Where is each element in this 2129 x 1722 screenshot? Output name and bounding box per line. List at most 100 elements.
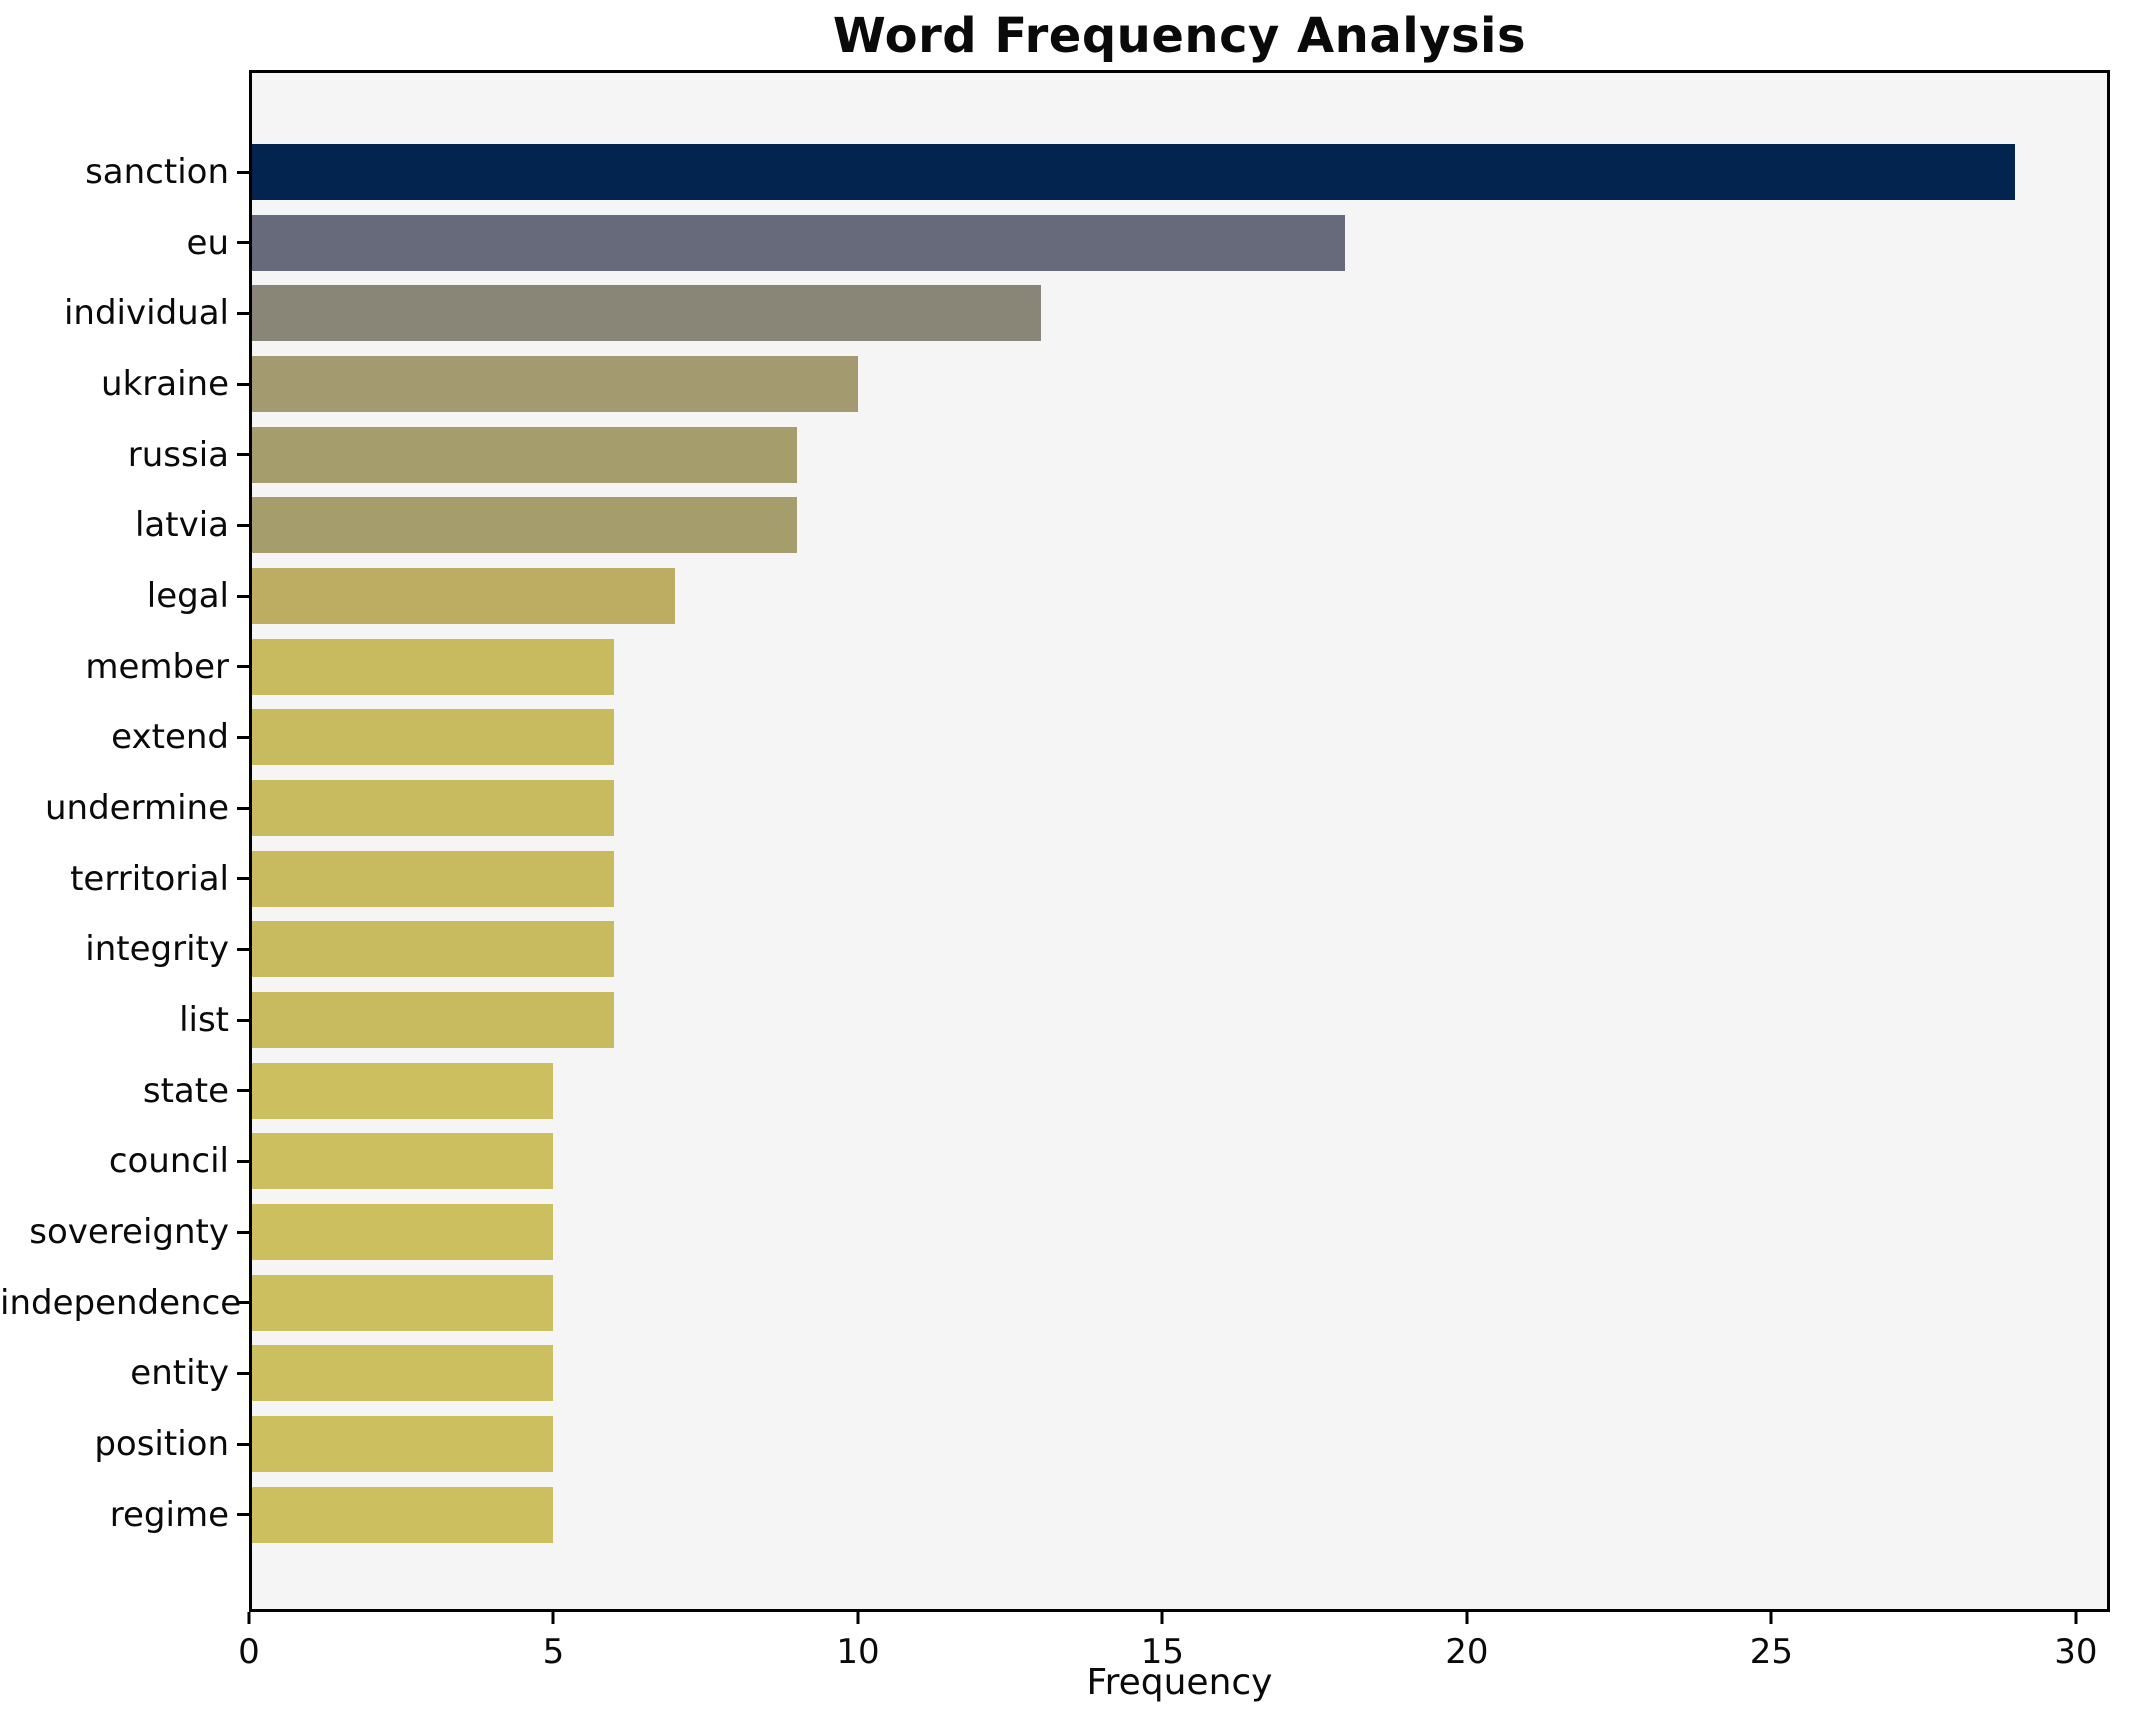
- category-label: latvia: [134, 505, 229, 546]
- x-tick-label: 30: [2054, 1632, 2098, 1672]
- bar-track: [249, 780, 2110, 837]
- bar-track: [249, 214, 2110, 271]
- bar-track: [249, 1133, 2110, 1190]
- bar-track: [249, 144, 2110, 200]
- bar-track: [249, 921, 2110, 978]
- x-tick-label: 15: [1140, 1632, 1185, 1672]
- frequency-bar: [249, 709, 615, 766]
- y-tick: [237, 523, 249, 527]
- y-tick: [237, 311, 249, 315]
- bar-track: [249, 992, 2110, 1049]
- bar-track: [249, 285, 2110, 342]
- frequency-bar: [249, 1204, 554, 1261]
- category-label: list: [179, 1000, 229, 1041]
- y-tick: [237, 241, 249, 245]
- frequency-bar: [249, 992, 615, 1049]
- frequency-bar: [249, 1345, 554, 1402]
- bar-track: [249, 568, 2110, 625]
- y-tick: [237, 170, 249, 174]
- bar-row: sovereignty: [0, 1204, 2110, 1261]
- bar-track: [249, 1345, 2110, 1402]
- frequency-bar: [249, 144, 2015, 200]
- category-label: integrity: [85, 929, 229, 970]
- y-tick: [237, 877, 249, 881]
- bar-row: list: [0, 992, 2110, 1049]
- y-tick: [237, 1230, 249, 1234]
- x-tick: [1160, 1612, 1164, 1624]
- y-tick: [237, 1159, 249, 1163]
- category-label: individual: [63, 293, 229, 334]
- frequency-bar: [249, 497, 798, 554]
- category-label: council: [108, 1141, 229, 1182]
- frequency-bar: [249, 1274, 554, 1331]
- category-label: territorial: [70, 858, 229, 899]
- category-label: member: [85, 646, 229, 687]
- bar-track: [249, 356, 2110, 413]
- bar-track: [249, 709, 2110, 766]
- category-label: independence: [0, 1282, 242, 1323]
- y-tick: [237, 1089, 249, 1093]
- bar-row: integrity: [0, 921, 2110, 978]
- bar-track: [249, 1416, 2110, 1473]
- x-tick: [856, 1612, 860, 1624]
- y-tick: [237, 453, 249, 457]
- y-tick: [237, 382, 249, 386]
- y-tick: [237, 806, 249, 810]
- x-tick-label: 5: [542, 1632, 565, 1672]
- category-label: extend: [111, 717, 229, 758]
- bar-row: latvia: [0, 497, 2110, 554]
- x-tick-label: 10: [836, 1632, 880, 1672]
- y-tick: [237, 1018, 249, 1022]
- y-tick: [237, 1371, 249, 1375]
- chart-title: Word Frequency Analysis: [832, 8, 1527, 64]
- bar-track: [249, 850, 2110, 907]
- y-tick: [237, 1513, 249, 1517]
- bar-track: [249, 426, 2110, 483]
- x-tick-label: 0: [238, 1632, 260, 1672]
- x-tick-label: 20: [1445, 1632, 1489, 1672]
- y-tick: [237, 1301, 249, 1305]
- frequency-bar: [249, 921, 615, 978]
- bar-row: undermine: [0, 780, 2110, 837]
- frequency-bar: [249, 1416, 554, 1473]
- frequency-bar: [249, 638, 615, 695]
- bar-rows: sanction eu individual ukraine russia latvia l…: [0, 70, 2110, 1612]
- frequency-bar: [249, 1133, 554, 1190]
- frequency-bar: [249, 1486, 554, 1543]
- bar-row: extend: [0, 709, 2110, 766]
- frequency-bar: [249, 850, 615, 907]
- x-tick: [1465, 1612, 1469, 1624]
- category-label: russia: [127, 434, 229, 475]
- y-tick: [237, 735, 249, 739]
- category-label: legal: [146, 576, 229, 617]
- bar-row: legal: [0, 568, 2110, 625]
- frequency-bar: [249, 356, 858, 413]
- bar-row: independence: [0, 1274, 2110, 1331]
- y-tick: [237, 947, 249, 951]
- bar-row: russia: [0, 426, 2110, 483]
- category-label: sovereignty: [29, 1212, 229, 1253]
- category-label: eu: [186, 222, 229, 263]
- frequency-bar: [249, 214, 1346, 271]
- bar-track: [249, 1062, 2110, 1119]
- category-label: state: [142, 1070, 229, 1111]
- frequency-bar: [249, 780, 615, 837]
- bar-row: entity: [0, 1345, 2110, 1402]
- bar-row: regime: [0, 1486, 2110, 1543]
- x-tick: [2074, 1612, 2078, 1624]
- y-tick: [237, 594, 249, 598]
- frequency-bar: [249, 426, 798, 483]
- frequency-bar: [249, 1062, 554, 1119]
- x-tick-label: 25: [1749, 1632, 1794, 1672]
- category-label: sanction: [85, 152, 229, 192]
- frequency-bar: [249, 568, 676, 625]
- bar-track: [249, 1486, 2110, 1543]
- bar-row: eu: [0, 214, 2110, 271]
- x-tick: [551, 1612, 555, 1624]
- bar-row: ukraine: [0, 356, 2110, 413]
- bar-track: [249, 497, 2110, 554]
- category-label: position: [94, 1424, 229, 1465]
- frequency-bar: [249, 285, 1041, 342]
- category-label: regime: [109, 1494, 229, 1535]
- bar-track: [249, 638, 2110, 695]
